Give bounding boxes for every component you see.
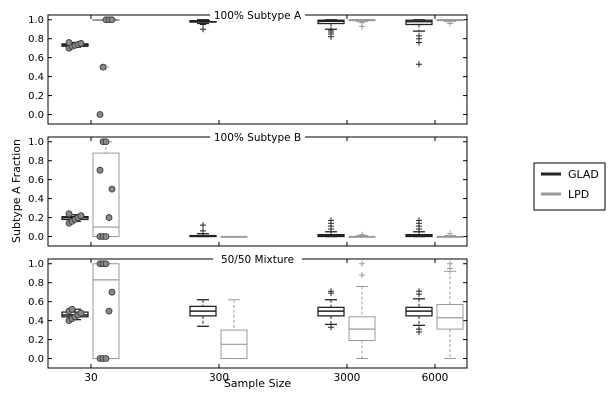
data-point bbox=[102, 233, 110, 240]
data-point bbox=[105, 307, 113, 315]
y-tick-label: 0.6 bbox=[28, 175, 44, 186]
y-tick-label: 0.2 bbox=[28, 213, 44, 224]
y-tick-label: 1.0 bbox=[28, 15, 44, 26]
y-tick-label: 0.0 bbox=[28, 354, 44, 365]
x-axis-label: Sample Size bbox=[224, 377, 292, 390]
y-tick-label: 0.2 bbox=[28, 335, 44, 346]
y-tick-label: 0.6 bbox=[28, 297, 44, 308]
x-tick-label: 3000 bbox=[334, 372, 361, 384]
x-tick-label: 30 bbox=[84, 372, 97, 384]
legend-label: GLAD bbox=[568, 168, 599, 181]
flier-marker bbox=[328, 324, 334, 331]
y-tick-label: 0.4 bbox=[28, 316, 44, 327]
panel-title-bg bbox=[210, 131, 305, 143]
flier-marker bbox=[416, 326, 422, 333]
flier-marker bbox=[328, 288, 334, 295]
data-point bbox=[77, 212, 85, 220]
data-point bbox=[102, 355, 110, 362]
flier-marker bbox=[447, 20, 453, 27]
data-point bbox=[108, 16, 116, 24]
flier-marker bbox=[416, 288, 422, 295]
data-point bbox=[108, 288, 116, 296]
panel-title-bg bbox=[210, 9, 305, 21]
flier-marker bbox=[416, 217, 422, 224]
flier-marker bbox=[416, 61, 422, 68]
legend-label: LPD bbox=[568, 188, 589, 201]
panel-title: 100% Subtype B bbox=[214, 132, 301, 144]
x-tick-label: 300 bbox=[209, 372, 229, 384]
data-point bbox=[99, 63, 107, 71]
panel-frame bbox=[47, 14, 468, 125]
panel-title: 50/50 Mixture bbox=[221, 254, 294, 266]
data-point bbox=[102, 138, 110, 146]
data-point bbox=[96, 166, 104, 174]
flier-marker bbox=[359, 260, 365, 267]
flier-marker bbox=[416, 32, 422, 39]
data-point bbox=[102, 260, 110, 268]
data-point bbox=[77, 309, 85, 317]
flier-marker bbox=[359, 231, 365, 238]
flier-marker bbox=[447, 260, 453, 267]
flier-marker bbox=[328, 217, 334, 224]
data-point bbox=[77, 40, 85, 47]
data-point bbox=[96, 111, 104, 118]
flier-marker bbox=[359, 19, 365, 26]
data-point bbox=[105, 214, 113, 221]
y-tick-label: 0.4 bbox=[28, 194, 44, 205]
legend-box bbox=[533, 162, 606, 211]
y-tick-label: 0.2 bbox=[28, 91, 44, 102]
y-tick-label: 1.0 bbox=[28, 137, 44, 148]
y-tick-label: 0.0 bbox=[28, 232, 44, 243]
data-point bbox=[68, 305, 76, 313]
data-point bbox=[65, 210, 73, 218]
box bbox=[92, 152, 120, 238]
data-point bbox=[65, 39, 73, 46]
panel-title-bg bbox=[213, 253, 302, 265]
data-point bbox=[108, 185, 116, 193]
y-axis-label: Subtype A Fraction bbox=[10, 139, 23, 243]
y-tick-label: 0.0 bbox=[28, 110, 44, 121]
flier-marker bbox=[200, 227, 206, 234]
y-tick-label: 1.0 bbox=[28, 259, 44, 270]
flier-marker bbox=[447, 230, 453, 237]
flier-marker bbox=[200, 222, 206, 229]
y-tick-label: 0.8 bbox=[28, 34, 44, 45]
box bbox=[436, 303, 464, 330]
x-tick-label: 6000 bbox=[422, 372, 449, 384]
y-tick-label: 0.8 bbox=[28, 278, 44, 289]
y-tick-label: 0.4 bbox=[28, 72, 44, 83]
panel-title: 100% Subtype A bbox=[214, 10, 302, 22]
y-tick-label: 0.6 bbox=[28, 53, 44, 64]
flier-marker bbox=[328, 27, 334, 34]
y-tick-label: 0.8 bbox=[28, 156, 44, 167]
flier-marker bbox=[359, 272, 365, 279]
flier-marker bbox=[200, 21, 206, 28]
